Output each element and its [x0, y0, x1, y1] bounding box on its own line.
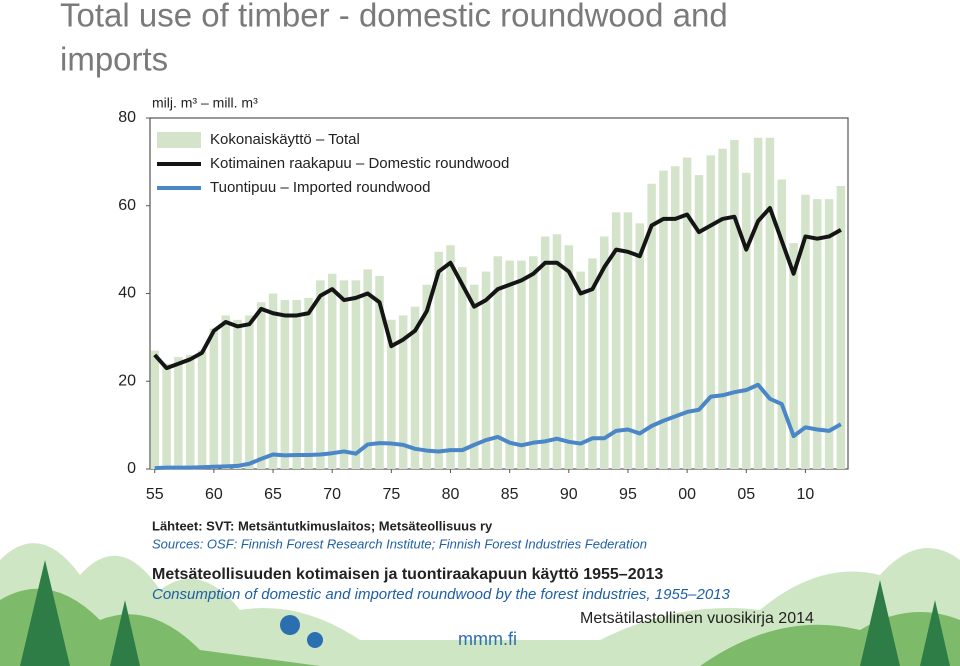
bar	[576, 271, 585, 469]
bar	[458, 267, 467, 469]
bar	[339, 280, 349, 469]
line	[154, 382, 842, 471]
logo: mmm.fi	[458, 629, 517, 649]
bar	[256, 302, 266, 469]
bar	[410, 306, 420, 469]
x-tick-label: 70	[323, 486, 341, 503]
bar	[706, 155, 716, 469]
bar	[481, 271, 491, 469]
bar	[363, 269, 372, 469]
bar	[245, 315, 254, 469]
bar	[197, 350, 207, 469]
bar	[316, 280, 325, 469]
bar	[647, 183, 656, 469]
y-tick-label: 0	[127, 460, 136, 477]
x-tick-label: 00	[678, 486, 696, 503]
bar	[529, 256, 538, 469]
bar	[446, 245, 455, 469]
bar	[564, 245, 574, 469]
bar	[659, 170, 668, 469]
bar	[268, 293, 278, 469]
bar	[493, 256, 503, 469]
bar	[162, 363, 171, 469]
x-tick-label: 80	[442, 486, 460, 503]
publication: Metsätilastollinen vuosikirja 2014	[580, 610, 814, 627]
bar	[469, 284, 479, 469]
bar	[765, 137, 775, 469]
bar	[824, 199, 834, 469]
bar	[741, 172, 751, 469]
x-tick-label: 10	[797, 486, 815, 503]
bar	[789, 243, 798, 469]
x-tick-label: 85	[501, 486, 519, 503]
y-tick-label: 20	[118, 372, 136, 389]
caption: Metsäteollisuuden kotimaisen ja tuontira…	[152, 566, 663, 583]
x-tick-label: 75	[382, 486, 400, 503]
bar	[801, 194, 810, 469]
line	[153, 205, 842, 371]
plot: 0 20 40 60 80 55 60 65 70 75 80 85 90 95 00 05 10 Kokonai…	[118, 109, 846, 503]
bar	[505, 260, 514, 469]
bar	[387, 319, 396, 469]
bar	[600, 236, 609, 469]
bar	[185, 354, 195, 469]
bar	[540, 236, 550, 469]
bar	[635, 223, 645, 469]
bar	[552, 234, 562, 469]
caption: Consumption of domestic and imported rou…	[152, 586, 731, 603]
bar	[588, 258, 597, 469]
bar	[836, 186, 846, 469]
bar	[623, 212, 633, 470]
source: Lähteet: SVT: Metsäntutkimuslaitos; Mets…	[152, 518, 493, 533]
x-tick-label: 90	[560, 486, 578, 503]
legend-swatch	[157, 132, 201, 148]
bar	[611, 212, 621, 470]
bar	[233, 319, 242, 469]
bar	[753, 137, 763, 469]
bar	[209, 328, 219, 469]
source: Sources: OSF: Finnish Forest Research In…	[152, 536, 647, 551]
bar	[375, 275, 384, 469]
bar	[434, 251, 443, 469]
bar	[682, 157, 692, 470]
x-tick-label: 60	[205, 486, 223, 503]
x-tick-label: 05	[737, 486, 755, 503]
chart-title: imports	[60, 41, 168, 78]
bar	[517, 260, 526, 469]
bar	[812, 199, 822, 469]
bar	[730, 139, 739, 469]
x-tick-label: 95	[619, 486, 637, 503]
bar	[327, 273, 337, 469]
x-tick-label: 55	[146, 486, 164, 503]
chart-title: Total use of timber - domestic roundwood…	[60, 0, 728, 34]
bar	[398, 315, 408, 469]
bar	[280, 300, 290, 469]
bar	[351, 280, 361, 469]
y-tick-label: 80	[118, 109, 136, 126]
bar	[304, 297, 313, 469]
bar	[718, 148, 727, 469]
legend-label: Tuontipuu – Imported roundwood	[210, 179, 430, 196]
bar	[221, 315, 230, 469]
y-tick-label: 40	[118, 285, 136, 302]
y-tick-label: 60	[118, 197, 136, 214]
forest-decoration	[0, 543, 960, 666]
x-tick-label: 65	[264, 486, 282, 503]
bar	[174, 357, 183, 469]
bar	[777, 179, 787, 470]
bar	[292, 300, 301, 469]
bar	[694, 175, 704, 469]
legend-label: Kokonaiskäyttö – Total	[210, 131, 360, 148]
bar	[422, 284, 432, 469]
bar	[150, 350, 159, 469]
bar	[671, 166, 680, 469]
legend-label: Kotimainen raakapuu – Domestic roundwood	[210, 155, 509, 172]
y-axis-label: milj. m³ – mill. m³	[152, 95, 258, 111]
